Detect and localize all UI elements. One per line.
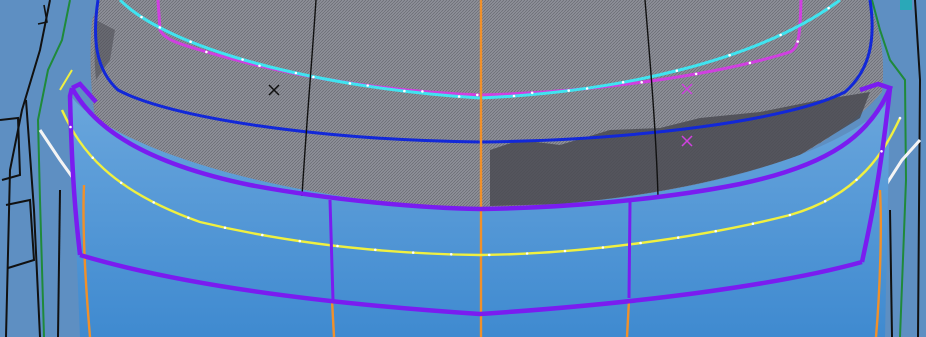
control-point[interactable]: [205, 50, 208, 54]
control-point[interactable]: [298, 239, 302, 243]
control-point[interactable]: [563, 249, 567, 253]
control-point[interactable]: [585, 87, 589, 90]
black-cross-marker[interactable]: [268, 84, 280, 96]
control-point[interactable]: [421, 90, 424, 93]
curve-control-points: [69, 6, 902, 257]
orange-curve-left[interactable]: [82, 184, 92, 337]
control-point[interactable]: [855, 178, 858, 182]
control-point[interactable]: [336, 244, 339, 248]
control-point[interactable]: [258, 64, 261, 68]
control-point[interactable]: [621, 81, 625, 84]
control-point[interactable]: [449, 253, 453, 256]
right-white-edge[interactable]: [882, 138, 922, 189]
right-black-edge-1[interactable]: [914, 0, 922, 337]
right-frame-wireframe[interactable]: [871, 0, 922, 337]
control-point[interactable]: [530, 91, 534, 95]
orange-curve-mid-right[interactable]: [625, 299, 631, 337]
control-point[interactable]: [91, 156, 94, 159]
control-point[interactable]: [512, 94, 516, 98]
magenta-cross-marker[interactable]: [681, 83, 693, 95]
left-black-edge-2[interactable]: [0, 116, 22, 181]
boundary-purple-top[interactable]: [70, 81, 894, 212]
control-point[interactable]: [457, 95, 461, 98]
control-point[interactable]: [675, 69, 679, 72]
control-point[interactable]: [898, 116, 902, 120]
left-frame-square[interactable]: [37, 4, 48, 25]
boundary-purple-bottom[interactable]: [79, 252, 863, 317]
right-teal-tab[interactable]: [900, 0, 912, 10]
control-point[interactable]: [119, 181, 123, 185]
left-yellow-edge[interactable]: [59, 69, 73, 91]
control-point[interactable]: [525, 252, 529, 255]
magenta-cross-marker[interactable]: [681, 135, 693, 147]
control-point[interactable]: [748, 61, 752, 65]
control-point[interactable]: [640, 81, 643, 84]
glass-line-left[interactable]: [301, 0, 317, 197]
control-point[interactable]: [189, 40, 192, 43]
control-point[interactable]: [796, 40, 799, 43]
control-point[interactable]: [294, 71, 298, 75]
left-black-edge-1[interactable]: [5, 0, 51, 337]
left-green-edge[interactable]: [36, 0, 71, 337]
boundary-purple-left[interactable]: [67, 81, 98, 256]
control-point[interactable]: [476, 93, 479, 97]
control-point[interactable]: [403, 89, 406, 93]
purple-section-right[interactable]: [627, 201, 632, 299]
rear-glass[interactable]: [90, 0, 884, 207]
boundary-purple-right[interactable]: [859, 87, 893, 263]
control-point[interactable]: [714, 229, 717, 233]
control-point[interactable]: [788, 213, 792, 217]
purple-section-left[interactable]: [328, 199, 335, 301]
control-point[interactable]: [158, 26, 162, 29]
control-point[interactable]: [676, 236, 680, 239]
control-point[interactable]: [751, 222, 755, 225]
control-point[interactable]: [639, 241, 642, 245]
control-point[interactable]: [411, 251, 415, 254]
control-point[interactable]: [348, 82, 352, 85]
control-point[interactable]: [187, 216, 190, 219]
control-point[interactable]: [312, 75, 315, 79]
control-point[interactable]: [152, 201, 155, 204]
left-black-edge-3[interactable]: [5, 198, 36, 269]
orange-curve-right[interactable]: [874, 189, 882, 337]
glass-dark-reflection: [490, 92, 870, 206]
control-point[interactable]: [823, 199, 827, 203]
control-point[interactable]: [880, 150, 883, 153]
control-point[interactable]: [779, 33, 782, 37]
control-point[interactable]: [487, 253, 491, 257]
control-point[interactable]: [261, 233, 264, 237]
left-black-edge-5[interactable]: [57, 189, 61, 337]
orange-curve-mid-left[interactable]: [330, 299, 336, 337]
control-point[interactable]: [728, 53, 731, 57]
control-point[interactable]: [223, 226, 227, 229]
yellow-curve[interactable]: [60, 109, 902, 257]
control-point[interactable]: [567, 89, 570, 92]
control-point[interactable]: [140, 15, 143, 19]
control-point[interactable]: [69, 125, 72, 129]
control-point[interactable]: [694, 72, 698, 76]
control-point[interactable]: [241, 58, 244, 61]
control-point[interactable]: [366, 84, 370, 87]
right-green-edge[interactable]: [871, 0, 908, 337]
right-black-edge-2[interactable]: [889, 209, 893, 337]
control-point[interactable]: [374, 248, 377, 252]
glass-line-right[interactable]: [644, 0, 659, 197]
left-black-edge-4[interactable]: [25, 99, 41, 337]
control-point[interactable]: [827, 6, 830, 10]
control-point[interactable]: [601, 246, 605, 249]
